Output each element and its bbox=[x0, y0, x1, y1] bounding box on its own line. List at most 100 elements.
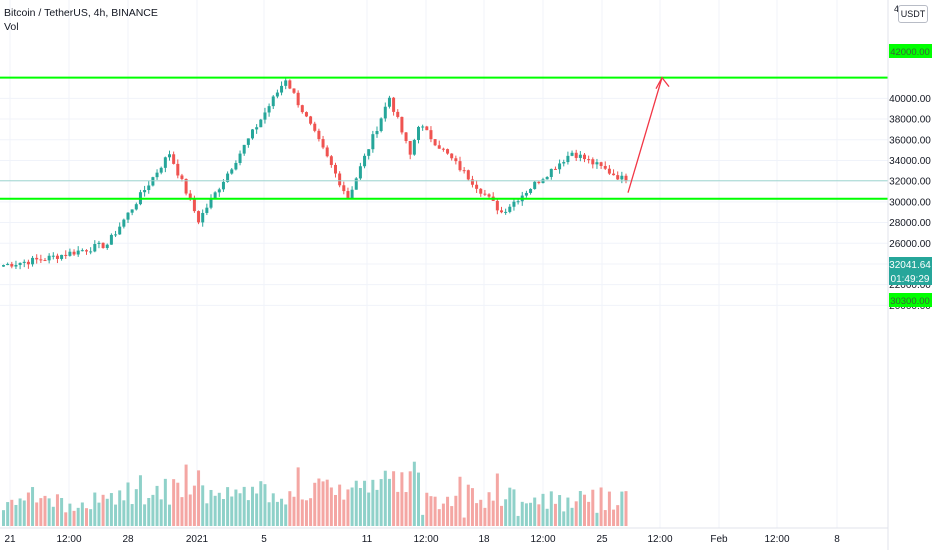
level-30300-label: 30300.00 bbox=[890, 296, 930, 307]
volume-bar bbox=[375, 489, 379, 526]
candle-body bbox=[197, 211, 201, 223]
time-tick-label: 5 bbox=[261, 534, 267, 545]
volume-bar bbox=[450, 506, 454, 526]
candle-body bbox=[114, 234, 118, 236]
volume-bar bbox=[259, 481, 263, 526]
volume-bar bbox=[226, 487, 230, 526]
volume-bar bbox=[475, 503, 479, 526]
time-tick-label: 12:00 bbox=[413, 534, 438, 545]
candle-body bbox=[620, 175, 624, 180]
candle-body bbox=[39, 259, 43, 261]
volume-bar bbox=[22, 500, 26, 526]
volume-bar bbox=[433, 496, 437, 526]
volume-bar bbox=[97, 502, 101, 526]
candle-body bbox=[429, 130, 433, 140]
volume-bar bbox=[134, 489, 138, 526]
candle-body bbox=[176, 163, 180, 176]
volume-bar bbox=[537, 504, 541, 526]
volume-bar bbox=[89, 509, 93, 526]
candle-body bbox=[263, 112, 267, 120]
volume-bar bbox=[321, 481, 325, 526]
volume-bar bbox=[68, 503, 72, 526]
level-30300-badge-bg bbox=[889, 293, 932, 307]
volume-indicator-label[interactable]: Vol bbox=[4, 21, 19, 33]
candle-body bbox=[367, 149, 371, 156]
volume-bar bbox=[545, 508, 549, 526]
candle-body bbox=[466, 170, 470, 180]
level-42000-badge-bg bbox=[889, 44, 932, 58]
candle-body bbox=[566, 155, 570, 163]
volume-bar bbox=[487, 492, 491, 526]
candle-body bbox=[147, 185, 151, 191]
volume-bar bbox=[587, 501, 591, 526]
price-tick-label: 26000.00 bbox=[889, 239, 931, 250]
candle-body bbox=[383, 106, 387, 119]
volume-bar bbox=[280, 498, 284, 526]
candle-body bbox=[201, 212, 205, 223]
candle-body bbox=[238, 153, 242, 163]
candle-body bbox=[184, 178, 188, 194]
volume-bar bbox=[275, 501, 279, 526]
volume-bar bbox=[553, 503, 557, 526]
volume-bar bbox=[263, 484, 267, 526]
candle-body bbox=[234, 162, 238, 170]
candle-body bbox=[321, 139, 325, 148]
candle-body bbox=[192, 198, 196, 212]
countdown-badge-bg bbox=[889, 271, 932, 285]
candle-body bbox=[537, 181, 541, 184]
candle-body bbox=[325, 147, 329, 157]
chart-header: Bitcoin / TetherUS, 4h, BINANCE Vol bbox=[4, 6, 158, 34]
volume-bar bbox=[43, 495, 47, 526]
candle-body bbox=[329, 156, 333, 165]
volume-bar bbox=[105, 498, 109, 526]
candle-body bbox=[109, 234, 113, 245]
symbol-title[interactable]: Bitcoin / TetherUS, 4h, BINANCE bbox=[4, 7, 158, 19]
time-tick-label: 12:00 bbox=[647, 534, 672, 545]
volume-bar bbox=[400, 472, 404, 526]
candle-body bbox=[180, 175, 184, 179]
volume-bar bbox=[603, 510, 607, 526]
volume-bar bbox=[454, 495, 458, 526]
volume-bar bbox=[296, 467, 300, 526]
candle-body bbox=[421, 126, 425, 128]
price-labels: 32041.64 01:49:29 42000.00 30300.00 bbox=[889, 44, 932, 307]
volume-bar bbox=[412, 461, 416, 526]
horizontal-levels[interactable] bbox=[0, 76, 888, 200]
candle-body bbox=[101, 242, 105, 248]
volume-bar bbox=[396, 491, 400, 526]
candle-body bbox=[553, 168, 557, 170]
candle-body bbox=[404, 132, 408, 141]
grid-lines bbox=[0, 0, 888, 528]
volume-bar bbox=[300, 499, 304, 526]
volume-bar bbox=[491, 500, 495, 526]
volume-bar bbox=[60, 498, 64, 526]
volume-bar bbox=[93, 492, 97, 526]
candle-body bbox=[508, 206, 512, 212]
volume-bar bbox=[163, 478, 167, 526]
candle-body bbox=[516, 201, 520, 203]
volume-bar bbox=[570, 507, 574, 526]
time-tick-label: 21 bbox=[4, 534, 16, 545]
projection-arrow[interactable] bbox=[627, 76, 670, 193]
candle-body bbox=[392, 97, 396, 112]
volume-bar bbox=[504, 499, 508, 526]
candle-body bbox=[188, 193, 192, 199]
volume-bar bbox=[429, 496, 433, 526]
candle-body bbox=[387, 97, 391, 107]
candle-body bbox=[612, 173, 616, 176]
currency-badge[interactable]: USDT bbox=[898, 5, 928, 23]
volume-bar bbox=[408, 471, 412, 526]
candle-body bbox=[213, 192, 217, 199]
candle-body bbox=[599, 162, 603, 166]
candle-body bbox=[483, 193, 487, 195]
candle-body bbox=[375, 131, 379, 135]
candle-body bbox=[130, 209, 134, 213]
volume-bar bbox=[574, 501, 578, 526]
candle-body bbox=[43, 260, 47, 262]
time-axis[interactable]: 21 12:00 28 2021 5 11 12:00 18 12:00 25 12:00 Feb 12… bbox=[0, 527, 888, 545]
volume-bar bbox=[18, 498, 22, 526]
volume-bar bbox=[26, 492, 30, 526]
volume-bar bbox=[367, 492, 371, 526]
volume-bar bbox=[338, 484, 342, 526]
